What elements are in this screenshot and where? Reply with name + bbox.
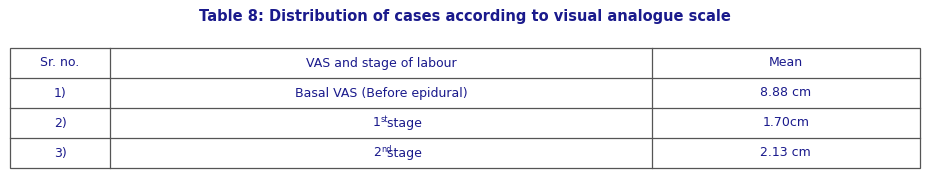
Text: 1.70cm: 1.70cm (763, 116, 809, 130)
Bar (10, 48, 920, 168)
Text: Table 8: Distribution of cases according to visual analogue scale: Table 8: Distribution of cases according… (199, 10, 731, 25)
Text: nd: nd (380, 145, 392, 154)
Text: Basal VAS (Before epidural): Basal VAS (Before epidural) (295, 86, 467, 99)
Text: 2): 2) (54, 116, 66, 130)
Text: Mean: Mean (769, 57, 803, 70)
Text: 1: 1 (373, 116, 380, 130)
Text: 8.88 cm: 8.88 cm (760, 86, 811, 99)
Text: VAS and stage of labour: VAS and stage of labour (306, 57, 456, 70)
Text: stage: stage (383, 147, 421, 160)
Text: 2: 2 (373, 147, 380, 160)
Text: 1): 1) (54, 86, 66, 99)
Text: 2.13 cm: 2.13 cm (761, 147, 811, 160)
Text: Sr. no.: Sr. no. (40, 57, 80, 70)
Text: 3): 3) (54, 147, 66, 160)
Text: st: st (380, 115, 389, 124)
Text: stage: stage (383, 116, 421, 130)
